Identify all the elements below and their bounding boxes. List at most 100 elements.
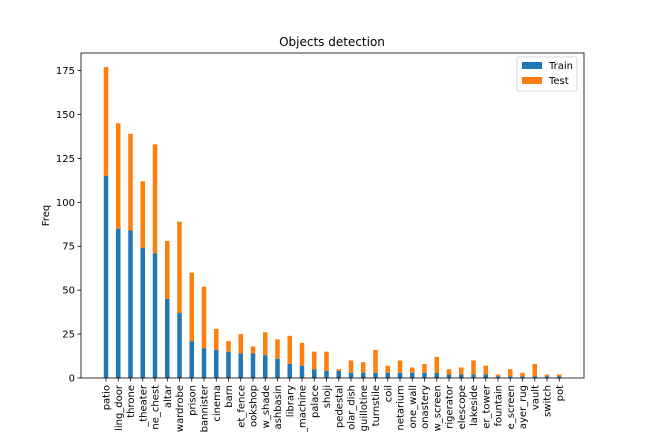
x-tick-label: _theater — [138, 384, 149, 428]
bar-test-34 — [520, 372, 525, 377]
x-tick-label: ne_chest — [151, 385, 162, 430]
x-tick-label: shoji — [322, 385, 333, 408]
bar-test-12 — [250, 346, 256, 354]
chart-title: Objects detection — [279, 35, 385, 49]
x-tick-label: turnstile — [371, 385, 382, 426]
x-tick-label: w_screen — [432, 385, 443, 431]
x-tick-label: barn — [224, 385, 235, 408]
x-tick-label: library — [285, 385, 296, 417]
bar-train-17 — [312, 369, 317, 378]
bar-test-27 — [434, 356, 439, 373]
bar-train-36 — [544, 376, 550, 378]
bar-train-35 — [532, 376, 537, 378]
legend-swatch-train — [522, 62, 542, 69]
bar-test-1 — [116, 123, 121, 229]
bar-test-11 — [238, 334, 243, 354]
x-tick-label: netarium — [396, 385, 407, 431]
bar-test-25 — [410, 367, 415, 373]
x-tick-label: fountain — [494, 385, 505, 426]
x-tick-label: ashbasin — [273, 385, 284, 429]
bar-test-33 — [508, 369, 513, 377]
bar-test-19 — [336, 369, 341, 371]
y-tick-label: 125 — [56, 154, 75, 165]
legend-label-test: Test — [548, 76, 569, 87]
bar-test-7 — [189, 272, 194, 342]
bar-train-14 — [275, 358, 280, 378]
bar-test-31 — [483, 365, 488, 375]
x-tick-label: guillotine — [359, 385, 370, 431]
bar-train-5 — [165, 298, 170, 378]
bar-test-3 — [140, 181, 145, 248]
bar-train-2 — [128, 230, 133, 378]
bar-test-29 — [459, 367, 464, 375]
y-tick-label: 25 — [62, 330, 75, 341]
bar-train-26 — [422, 372, 427, 378]
x-tick-label: coil — [383, 385, 394, 402]
bar-test-23 — [385, 365, 390, 373]
bar-test-6 — [177, 221, 182, 313]
x-tick-label: e_screen — [506, 385, 517, 429]
bar-test-5 — [165, 240, 170, 299]
plot-frame — [80, 52, 585, 379]
x-tick-label: lakeside — [469, 385, 480, 426]
x-tick-label: ayer_rug — [518, 385, 529, 429]
bar-train-37 — [557, 376, 562, 378]
bar-test-22 — [373, 349, 378, 373]
x-tick-label: onastery — [420, 385, 431, 429]
x-tick-label: olar_dish — [347, 385, 358, 430]
bar-test-30 — [471, 360, 476, 375]
bar-test-37 — [557, 374, 562, 377]
bar-test-4 — [152, 144, 158, 254]
bar-test-35 — [532, 363, 537, 377]
bar-train-34 — [520, 376, 525, 378]
bar-test-10 — [226, 341, 231, 352]
bar-train-9 — [214, 349, 219, 378]
x-tick-label: wardrobe — [175, 385, 186, 432]
x-tick-label: er_tower — [481, 384, 492, 429]
bar-train-10 — [226, 351, 231, 378]
bar-train-32 — [495, 376, 501, 378]
y-tick-label: 175 — [56, 66, 75, 77]
x-tick-label: ookshop — [249, 385, 260, 427]
bar-test-36 — [544, 374, 550, 377]
x-tick-label: w_shade — [261, 385, 272, 428]
bar-test-13 — [263, 332, 268, 356]
x-tick-label: palace — [310, 385, 321, 418]
y-tick-label: 50 — [62, 286, 75, 297]
bar-test-24 — [397, 360, 403, 373]
y-axis: 0 25 50 75 100 125 150 175 — [56, 66, 81, 385]
bars-group — [103, 67, 562, 378]
bar-test-20 — [348, 360, 354, 373]
y-tick-label: 100 — [56, 198, 75, 209]
bar-train-18 — [324, 370, 329, 378]
x-tick-label: elescope — [457, 385, 468, 429]
x-tick-label: altar — [163, 384, 174, 408]
bar-train-33 — [508, 376, 513, 378]
bar-train-3 — [140, 248, 145, 378]
bar-train-25 — [410, 372, 415, 378]
bar-train-11 — [238, 353, 243, 378]
bar-test-26 — [422, 363, 427, 373]
bar-test-14 — [275, 339, 280, 359]
bar-test-28 — [446, 369, 452, 375]
y-tick-label: 0 — [69, 374, 75, 385]
bar-train-16 — [299, 365, 305, 378]
bar-test-18 — [324, 351, 329, 371]
x-tick-label: one_wall — [408, 385, 419, 428]
x-tick-label: ling_door — [114, 384, 125, 431]
x-tick-label: pot — [555, 385, 566, 401]
bar-test-8 — [201, 286, 207, 349]
x-tick-label: switch — [543, 385, 554, 417]
bar-train-23 — [385, 372, 390, 378]
x-tick-label: cinema — [212, 385, 223, 422]
bar-test-32 — [495, 374, 501, 377]
y-tick-label: 150 — [56, 110, 75, 121]
x-tick-label: prison — [187, 385, 198, 416]
bar-train-0 — [103, 175, 109, 378]
legend-label-train: Train — [548, 61, 573, 72]
bar-train-19 — [336, 370, 341, 378]
legend: Train Test — [516, 56, 578, 92]
bar-test-9 — [214, 328, 219, 350]
bar-test-17 — [312, 351, 317, 370]
